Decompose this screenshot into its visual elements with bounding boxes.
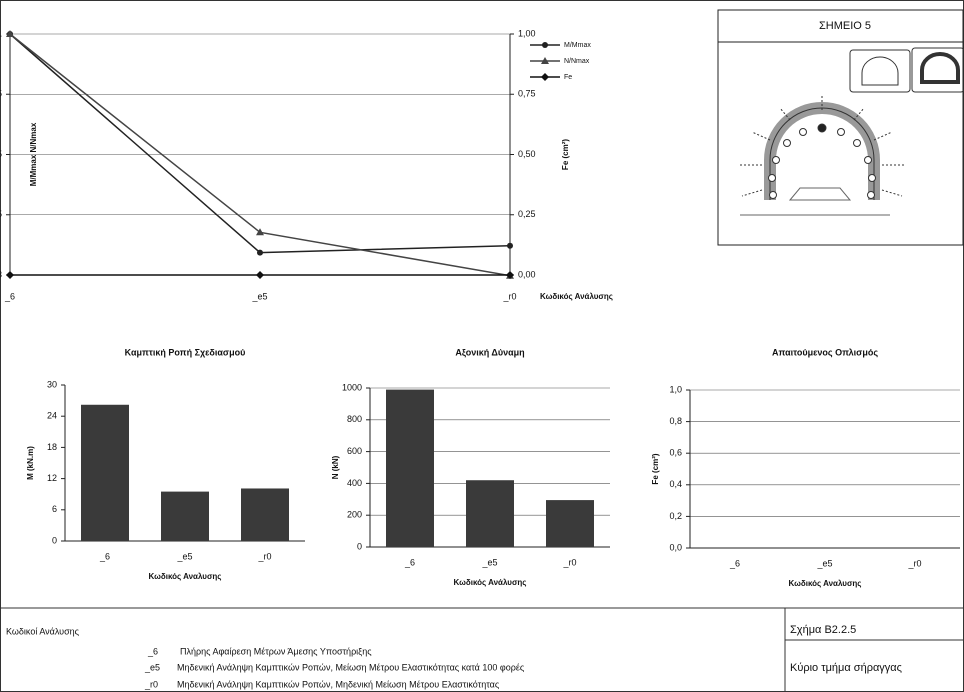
y-tick-label: 0 [357, 541, 362, 551]
x-axis-label: Κωδικός Ανάλυσης [454, 578, 527, 587]
y-tick-label: 0,4 [669, 479, 682, 489]
x-tick-label: _e5 [251, 291, 267, 301]
x-axis-label: Κωδικός Αναλυσης [149, 572, 222, 581]
y-tick-label: 30 [47, 379, 57, 389]
x-tick-label: _r0 [562, 557, 576, 567]
y2-tick-label: 0,75 [518, 89, 536, 99]
chart-title: Απαιτούμενος Οπλισμός [772, 347, 878, 357]
code: _6 [147, 646, 158, 656]
y-axis-label: N (kN) [331, 455, 340, 479]
x-tick-label: _e5 [481, 557, 497, 567]
bar [466, 480, 514, 547]
code: _r0 [144, 679, 158, 689]
legend-label: Fe [564, 74, 572, 81]
point [506, 271, 514, 279]
code: _e5 [144, 662, 160, 672]
y-tick-label: 6 [52, 504, 57, 514]
y2-tick-label: 1,00 [518, 28, 536, 38]
y-axis-label: Fe (cm²) [651, 453, 660, 484]
series-line [9, 33, 511, 277]
code-text: Πλήρης Αφαίρεση Μέτρων Άμεσης Υποστήριξη… [180, 646, 372, 656]
panel [717, 9, 964, 246]
x-tick-label: _6 [99, 551, 110, 561]
legend-label: N/Nmax [564, 58, 590, 65]
point [257, 249, 263, 256]
footer-heading: Κωδικοί Ανάλυσης [6, 626, 80, 636]
x-axis-label: Κωδικός Ανάλυσης [540, 292, 613, 301]
y-axis-label: M/Mmax N/Nmax [29, 122, 38, 186]
legend-marker [542, 42, 548, 48]
y-tick-label: 0,3 [0, 269, 2, 279]
x-tick-label: _e5 [816, 558, 832, 568]
y2-axis-label: Fe (cm²) [561, 139, 570, 170]
point [6, 271, 14, 279]
y-tick-label: 0,8 [669, 416, 682, 426]
bar [386, 389, 434, 547]
y-tick-label: 0,6 [669, 448, 682, 458]
x-tick-label: _r0 [907, 558, 921, 568]
y-tick-label: 24 [47, 411, 57, 421]
y2-tick-label: 0,00 [518, 269, 536, 279]
x-tick-label: _6 [404, 557, 415, 567]
bar [241, 488, 289, 541]
y-tick-label: 600 [347, 446, 362, 456]
legend-marker [541, 57, 549, 64]
point [507, 242, 513, 249]
x-axis-label: Κωδικός Αναλυσης [789, 579, 862, 588]
y2-tick-label: 0,50 [518, 149, 536, 159]
y-tick-label: 18 [47, 442, 57, 452]
code-text: Μηδενική Ανάληψη Καμπτικών Ροπών, Μείωση… [177, 662, 525, 672]
y-tick-label: 0,65 [0, 149, 2, 159]
y-tick-label: 1,0 [669, 384, 682, 394]
code-text: Μηδενική Ανάληψη Καμπτικών Ροπών, Μηδενι… [177, 679, 500, 689]
legend-label: M/Mmax [564, 42, 591, 49]
y-tick-label: 0,475 [0, 209, 2, 219]
tunnel-drawing [740, 47, 964, 216]
y-tick-label: 1000 [342, 382, 362, 392]
y-axis-label: M (kN.m) [26, 446, 35, 480]
chart-title: Καμπτική Ροπή Σχεδιασμού [125, 347, 246, 357]
panel-title: ΣΗΜΕΙΟ 5 [819, 20, 871, 32]
legend-marker [541, 73, 549, 81]
x-tick-label: _e5 [176, 551, 192, 561]
chart-title: Αξονική Δύναμη [455, 347, 524, 357]
y-tick-label: 0 [52, 535, 57, 545]
x-tick-label: _6 [4, 291, 15, 301]
y-tick-label: 0,2 [669, 511, 682, 521]
y-tick-label: 200 [347, 510, 362, 520]
bar [81, 404, 129, 541]
y-tick-label: 1 [0, 28, 2, 38]
point [256, 271, 264, 279]
series-line [9, 33, 511, 254]
y2-tick-label: 0,25 [518, 209, 536, 219]
x-tick-label: _r0 [502, 291, 516, 301]
point [256, 228, 264, 236]
y-tick-label: 0,825 [0, 89, 2, 99]
x-tick-label: _6 [729, 558, 740, 568]
y-tick-label: 12 [47, 473, 57, 483]
figure-number: Σχήμα Β2.2.5 [790, 624, 856, 636]
bar [161, 491, 209, 541]
y-tick-label: 800 [347, 414, 362, 424]
figure-caption: Κύριο τμήμα σήραγγας [790, 662, 902, 674]
x-tick-label: _r0 [257, 551, 271, 561]
point [6, 30, 14, 37]
y-tick-label: 400 [347, 478, 362, 488]
y-tick-label: 0,0 [669, 542, 682, 552]
bar [546, 500, 594, 547]
